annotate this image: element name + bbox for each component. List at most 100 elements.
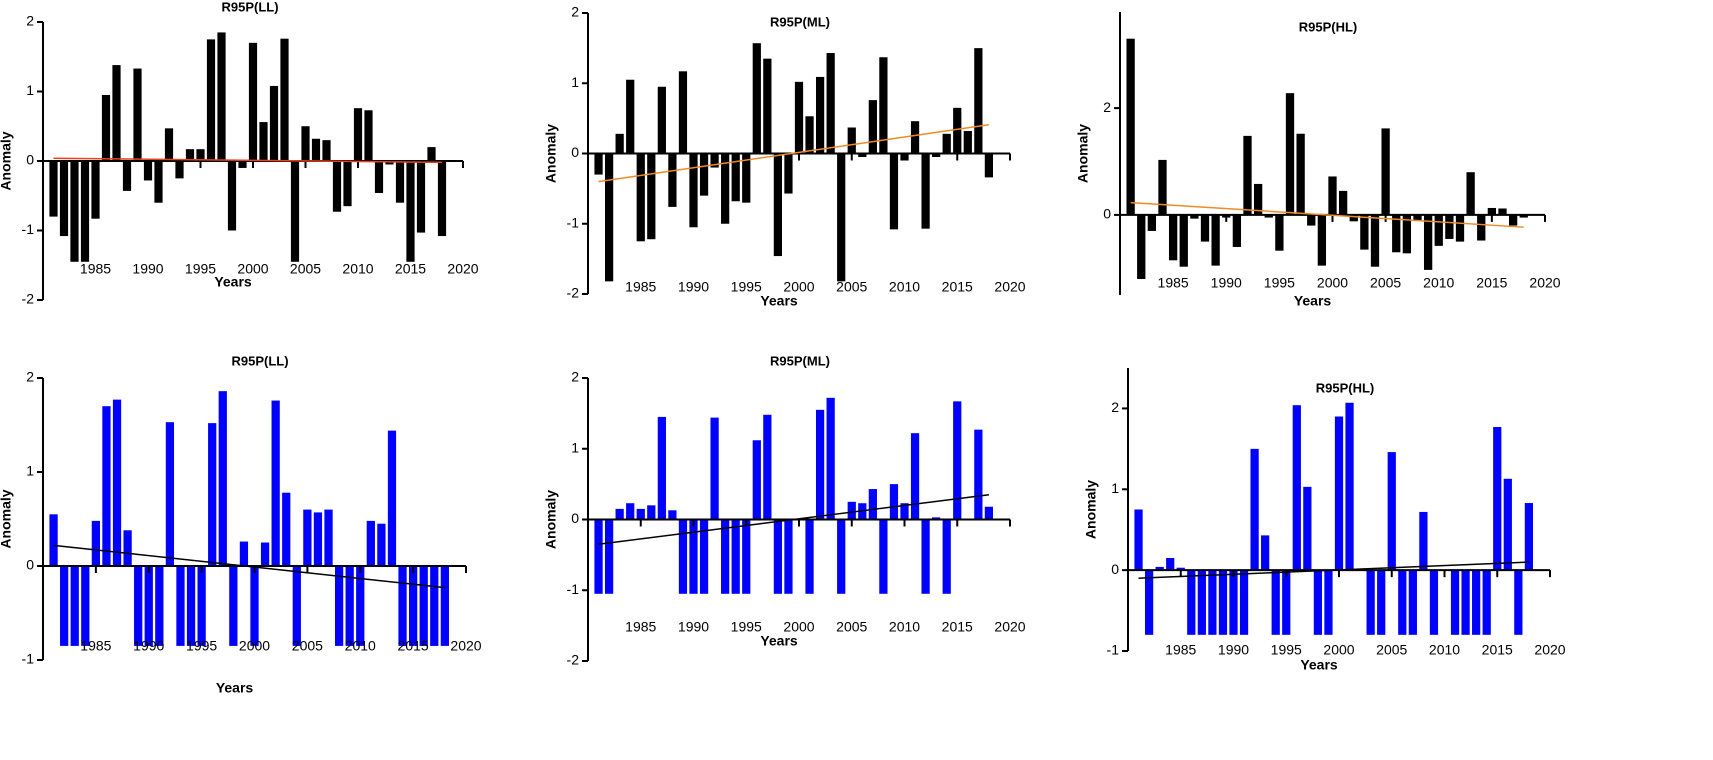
bar [710, 417, 719, 520]
bar [1514, 570, 1523, 635]
bar [1524, 503, 1534, 571]
bar [112, 399, 122, 566]
y-tick-label: 2 [26, 13, 34, 29]
trend-line [1130, 201, 1524, 228]
x-tick-label: 2005 [290, 261, 321, 277]
x-tick-label: 1985 [625, 279, 656, 295]
bar [1179, 214, 1188, 267]
x-tick-label: 1990 [133, 638, 164, 654]
bar [604, 153, 614, 282]
y-tick-label: 1 [26, 463, 34, 479]
bar [239, 541, 249, 566]
bar [1472, 570, 1481, 635]
bar [81, 566, 90, 646]
bar [280, 38, 289, 161]
bar [1360, 214, 1369, 250]
bar [721, 519, 730, 594]
bar [1419, 511, 1428, 571]
bar [689, 153, 698, 228]
bar [678, 519, 688, 594]
x-tick-label: 2020 [994, 619, 1025, 635]
bar [805, 116, 814, 154]
bar [1445, 214, 1454, 239]
bar [322, 140, 331, 161]
bar [699, 153, 709, 196]
bar [984, 506, 994, 520]
bar [1466, 172, 1475, 215]
bar [409, 566, 418, 646]
y-tick-label: 1 [26, 82, 34, 98]
bar [773, 519, 783, 594]
bar [218, 391, 227, 566]
x-tick-label: 2000 [1323, 642, 1354, 658]
bar [974, 48, 983, 154]
bar [910, 121, 920, 154]
bar [374, 161, 384, 193]
y-tick-label: 0 [1111, 561, 1119, 577]
bar [1166, 558, 1175, 571]
x-tick-label: 2010 [1429, 642, 1460, 658]
bar [742, 519, 751, 594]
bar [1313, 570, 1323, 635]
bar [60, 566, 69, 646]
bar [794, 81, 804, 154]
bar [1429, 570, 1439, 635]
bar [647, 505, 656, 520]
y-axis-label: Anomaly [0, 489, 14, 548]
y-tick-label: 1 [1111, 480, 1119, 496]
bar [186, 566, 196, 646]
bar [594, 153, 603, 175]
chart-title: R95P(LL) [221, 0, 278, 14]
bar [900, 503, 909, 520]
bar [1450, 570, 1460, 635]
bar [742, 153, 751, 203]
x-tick-label: 2005 [836, 279, 867, 295]
bar [112, 65, 121, 161]
y-tick-label: -1 [22, 221, 35, 237]
bar [752, 440, 761, 520]
bar [208, 423, 217, 566]
bar [229, 566, 238, 646]
y-tick-label: 2 [26, 369, 34, 385]
bar [437, 161, 447, 237]
bar [292, 566, 301, 646]
bar [271, 400, 280, 566]
bar [1402, 214, 1412, 254]
x-tick-label: 1995 [185, 261, 216, 277]
bar [248, 42, 258, 161]
y-tick-label: 1 [571, 439, 579, 455]
y-axis-label: Anomaly [543, 490, 559, 549]
bar [353, 108, 363, 161]
x-axis-label: Years [1294, 293, 1332, 309]
bar [1126, 38, 1135, 215]
bar [440, 566, 449, 646]
bar [101, 94, 111, 161]
bar [143, 161, 153, 181]
bar [1208, 570, 1217, 635]
x-tick-label: 2005 [1370, 275, 1401, 291]
bar [1211, 214, 1220, 266]
bar [102, 406, 111, 566]
bar [175, 161, 184, 179]
bar [953, 107, 962, 154]
bar [636, 153, 645, 242]
bar [784, 153, 793, 194]
bar [1168, 214, 1178, 261]
x-tick-label: 1990 [678, 279, 709, 295]
bar [626, 79, 635, 154]
bar [1317, 214, 1327, 266]
bar [1482, 570, 1491, 635]
y-tick-label: 0 [571, 144, 579, 160]
x-tick-label: 1995 [1271, 642, 1302, 658]
bar [80, 161, 90, 262]
bar [984, 153, 994, 178]
trend-line [598, 123, 990, 183]
bar [1345, 402, 1354, 571]
y-tick-label: -1 [567, 214, 580, 230]
bar [1229, 570, 1238, 635]
x-axis-label: Years [216, 680, 254, 696]
bar [332, 161, 342, 212]
bar [815, 76, 825, 154]
bar [311, 138, 321, 161]
bar [1176, 567, 1185, 571]
